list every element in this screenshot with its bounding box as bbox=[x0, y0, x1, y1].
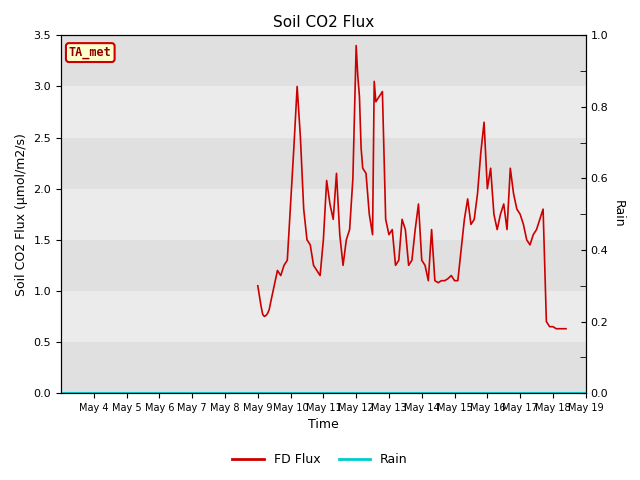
Y-axis label: Rain: Rain bbox=[612, 201, 625, 228]
Legend: FD Flux, Rain: FD Flux, Rain bbox=[227, 448, 413, 471]
Bar bbox=[61, 240, 586, 291]
Y-axis label: Soil CO2 Flux (μmol/m2/s): Soil CO2 Flux (μmol/m2/s) bbox=[15, 133, 28, 296]
Bar bbox=[61, 138, 586, 189]
X-axis label: Time: Time bbox=[308, 419, 339, 432]
Title: Soil CO2 Flux: Soil CO2 Flux bbox=[273, 15, 374, 30]
Bar bbox=[61, 342, 586, 393]
Bar bbox=[61, 36, 586, 86]
Text: TA_met: TA_met bbox=[69, 46, 111, 59]
